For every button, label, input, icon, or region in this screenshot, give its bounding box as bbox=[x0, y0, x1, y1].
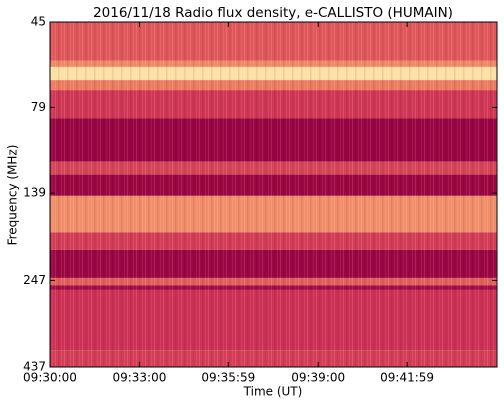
x-tick-label: 09:39:00 bbox=[291, 371, 345, 385]
x-tick-label: 09:41:59 bbox=[380, 371, 434, 385]
x-tick-label: 09:30:00 bbox=[23, 371, 77, 385]
texture bbox=[50, 22, 497, 367]
y-tick-label: 45 bbox=[31, 15, 46, 29]
x-tick-label: 09:33:00 bbox=[112, 371, 166, 385]
frame bbox=[49, 21, 498, 368]
y-tick-label: 437 bbox=[23, 360, 46, 374]
y-tick-label: 247 bbox=[23, 273, 46, 287]
x-tick-label: 09:35:59 bbox=[201, 371, 255, 385]
y-tick-label: 139 bbox=[23, 186, 46, 200]
y-tick-label: 79 bbox=[31, 100, 46, 114]
x-axis-label: Time (UT) bbox=[243, 385, 303, 399]
y-axis-label: Frequency (MHz) bbox=[6, 145, 20, 246]
chart-title: 2016/11/18 Radio flux density, e-CALLIST… bbox=[93, 5, 453, 21]
